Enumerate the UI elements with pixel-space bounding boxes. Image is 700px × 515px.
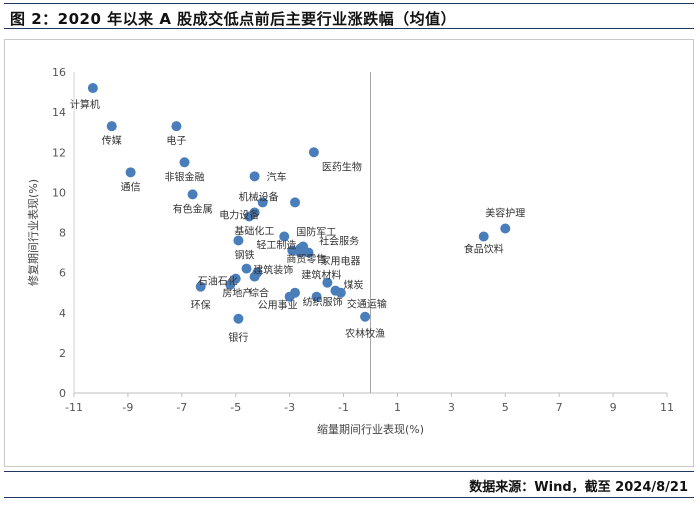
point-label: 建筑材料 bbox=[301, 269, 341, 282]
point-label: 美容护理 bbox=[485, 206, 525, 219]
scatter-point bbox=[279, 231, 290, 242]
point-label: 商贸零售 bbox=[286, 253, 326, 266]
scatter-point bbox=[249, 271, 260, 282]
y-tick-label: 14 bbox=[52, 106, 66, 119]
point-label: 国防军工 bbox=[296, 226, 336, 239]
point-label: 交通运输 bbox=[347, 298, 387, 311]
scatter-point bbox=[179, 157, 190, 168]
y-tick-label: 12 bbox=[52, 146, 66, 159]
point-label: 通信 bbox=[121, 181, 141, 193]
point-label: 房地产 bbox=[222, 287, 252, 300]
x-tick-label: -7 bbox=[176, 401, 187, 414]
point-label: 汽车 bbox=[267, 170, 287, 183]
scatter-point bbox=[233, 313, 244, 324]
scatter-point bbox=[233, 235, 244, 246]
chart-area: -11 -9 -7 -5 -3 -1 1 3 5 7 9 11 0 2 4 6 8 10 12 14 16 计算机 传媒电… bbox=[4, 39, 694, 467]
y-tick-label: 8 bbox=[59, 227, 66, 240]
point-label: 有色金属 bbox=[173, 202, 213, 215]
scatter-point bbox=[125, 167, 136, 178]
y-tick-label: 0 bbox=[59, 387, 66, 400]
scatter-point bbox=[303, 247, 314, 258]
scatter-point bbox=[171, 121, 182, 132]
chart-axes bbox=[73, 72, 668, 397]
point-label: 计算机 bbox=[70, 98, 100, 111]
point-label: 钢铁 bbox=[235, 249, 255, 262]
point-label: 煤炭 bbox=[343, 279, 363, 292]
point-label: 农林牧渔 bbox=[345, 327, 385, 340]
scatter-point bbox=[187, 189, 198, 200]
y-axis-title: 修复期间行业表现(%) bbox=[26, 179, 40, 286]
scatter-point bbox=[225, 279, 236, 290]
x-tick-label: -9 bbox=[122, 401, 133, 414]
point-label: 食品饮料 bbox=[464, 243, 504, 256]
scatter-point bbox=[308, 147, 319, 158]
scatter-point bbox=[500, 223, 511, 234]
scatter-point bbox=[257, 197, 268, 208]
x-tick-label: 11 bbox=[660, 401, 674, 414]
y-tick-label: 16 bbox=[52, 66, 66, 79]
x-tick-label: -1 bbox=[338, 401, 349, 414]
point-label: 银行 bbox=[228, 331, 248, 344]
x-tick-label: -5 bbox=[230, 401, 241, 414]
scatter-point bbox=[311, 291, 322, 302]
scatter-point bbox=[106, 121, 117, 132]
x-tick-label: -3 bbox=[284, 401, 295, 414]
scatter-point bbox=[249, 171, 260, 182]
point-label: 电力设备 bbox=[219, 208, 259, 221]
point-label: 综合 bbox=[249, 287, 269, 300]
point-label: 公用事业 bbox=[258, 299, 298, 312]
scatter-point bbox=[322, 277, 333, 288]
x-tick-label: 3 bbox=[448, 401, 455, 414]
scatter-point bbox=[290, 197, 301, 208]
y-tick-label: 10 bbox=[52, 186, 66, 199]
scatter-point bbox=[360, 311, 371, 322]
point-label: 纺织服饰 bbox=[303, 296, 343, 309]
point-label: 建筑装饰 bbox=[253, 264, 293, 277]
source-divider bbox=[4, 471, 694, 472]
x-tick-label: 1 bbox=[394, 401, 401, 414]
scatter-point bbox=[195, 281, 206, 292]
x-tick-label: 7 bbox=[556, 401, 563, 414]
point-label: 电子 bbox=[166, 134, 186, 147]
x-tick-label: 5 bbox=[502, 401, 509, 414]
scatter-point bbox=[87, 83, 98, 94]
point-label: 轻工制造 bbox=[256, 239, 296, 252]
point-label: 非银金融 bbox=[165, 170, 205, 183]
point-label: 机械设备 bbox=[239, 190, 279, 203]
point-label: 传媒 bbox=[102, 135, 122, 147]
point-label: 基础化工 bbox=[234, 225, 274, 238]
scatter-point bbox=[295, 247, 306, 258]
y-tick-label: 2 bbox=[59, 347, 66, 360]
point-label: 家用电器 bbox=[321, 255, 361, 268]
point-label: 社会服务 bbox=[319, 235, 359, 248]
scatter-point bbox=[284, 291, 295, 302]
scatter-point bbox=[249, 207, 260, 218]
scatter-point bbox=[335, 287, 346, 298]
scatter-point bbox=[241, 263, 252, 274]
scatter-point bbox=[478, 231, 489, 242]
x-tick-label: 9 bbox=[610, 401, 617, 414]
x-tick-label: -11 bbox=[65, 401, 83, 414]
chart-points bbox=[87, 83, 511, 324]
point-label: 环保 bbox=[191, 299, 211, 312]
point-label: 石油石化 bbox=[198, 275, 238, 288]
title-bar: 图 2：2020 年以来 A 股成交低点前后主要行业涨跌幅（均值） bbox=[4, 3, 694, 29]
y-tick-label: 6 bbox=[59, 267, 66, 280]
y-tick-label: 4 bbox=[59, 307, 66, 320]
point-label: 医药生物 bbox=[322, 160, 362, 173]
x-axis-title: 缩量期间行业表现(%) bbox=[317, 422, 424, 436]
scatter-point bbox=[287, 245, 298, 256]
figure-title: 图 2：2020 年以来 A 股成交低点前后主要行业涨跌幅（均值） bbox=[10, 10, 457, 28]
source-note: 数据来源：Wind，截至 2024/8/21 bbox=[469, 480, 688, 495]
scatter-chart: -11 -9 -7 -5 -3 -1 1 3 5 7 9 110246810121416 计算机传媒电… bbox=[26, 66, 674, 436]
bottom-divider bbox=[4, 497, 694, 498]
